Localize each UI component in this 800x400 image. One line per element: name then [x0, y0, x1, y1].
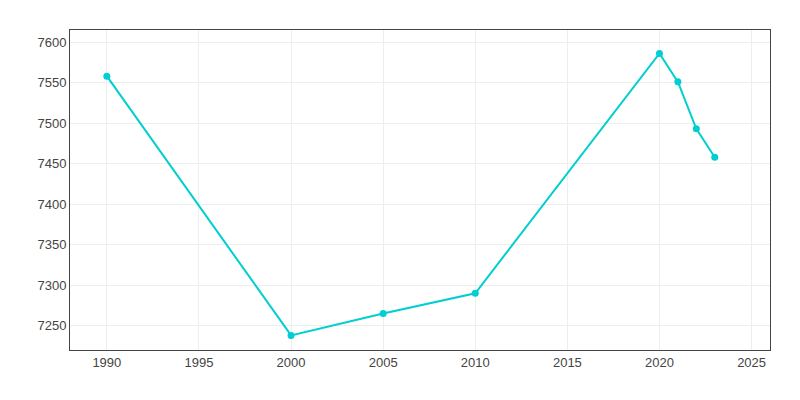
svg-text:1995: 1995 [184, 355, 213, 370]
svg-text:7300: 7300 [37, 278, 66, 293]
svg-text:2015: 2015 [553, 355, 582, 370]
svg-text:7550: 7550 [37, 75, 66, 90]
svg-text:7500: 7500 [37, 116, 66, 131]
svg-text:2000: 2000 [277, 355, 306, 370]
svg-text:2025: 2025 [737, 355, 766, 370]
svg-text:2005: 2005 [369, 355, 398, 370]
svg-text:1990: 1990 [92, 355, 121, 370]
svg-text:7250: 7250 [37, 318, 66, 333]
svg-text:7400: 7400 [37, 197, 66, 212]
svg-text:2010: 2010 [461, 355, 490, 370]
svg-text:2020: 2020 [645, 355, 674, 370]
svg-text:7600: 7600 [37, 35, 66, 50]
svg-text:7350: 7350 [37, 237, 66, 252]
svg-text:7450: 7450 [37, 156, 66, 171]
